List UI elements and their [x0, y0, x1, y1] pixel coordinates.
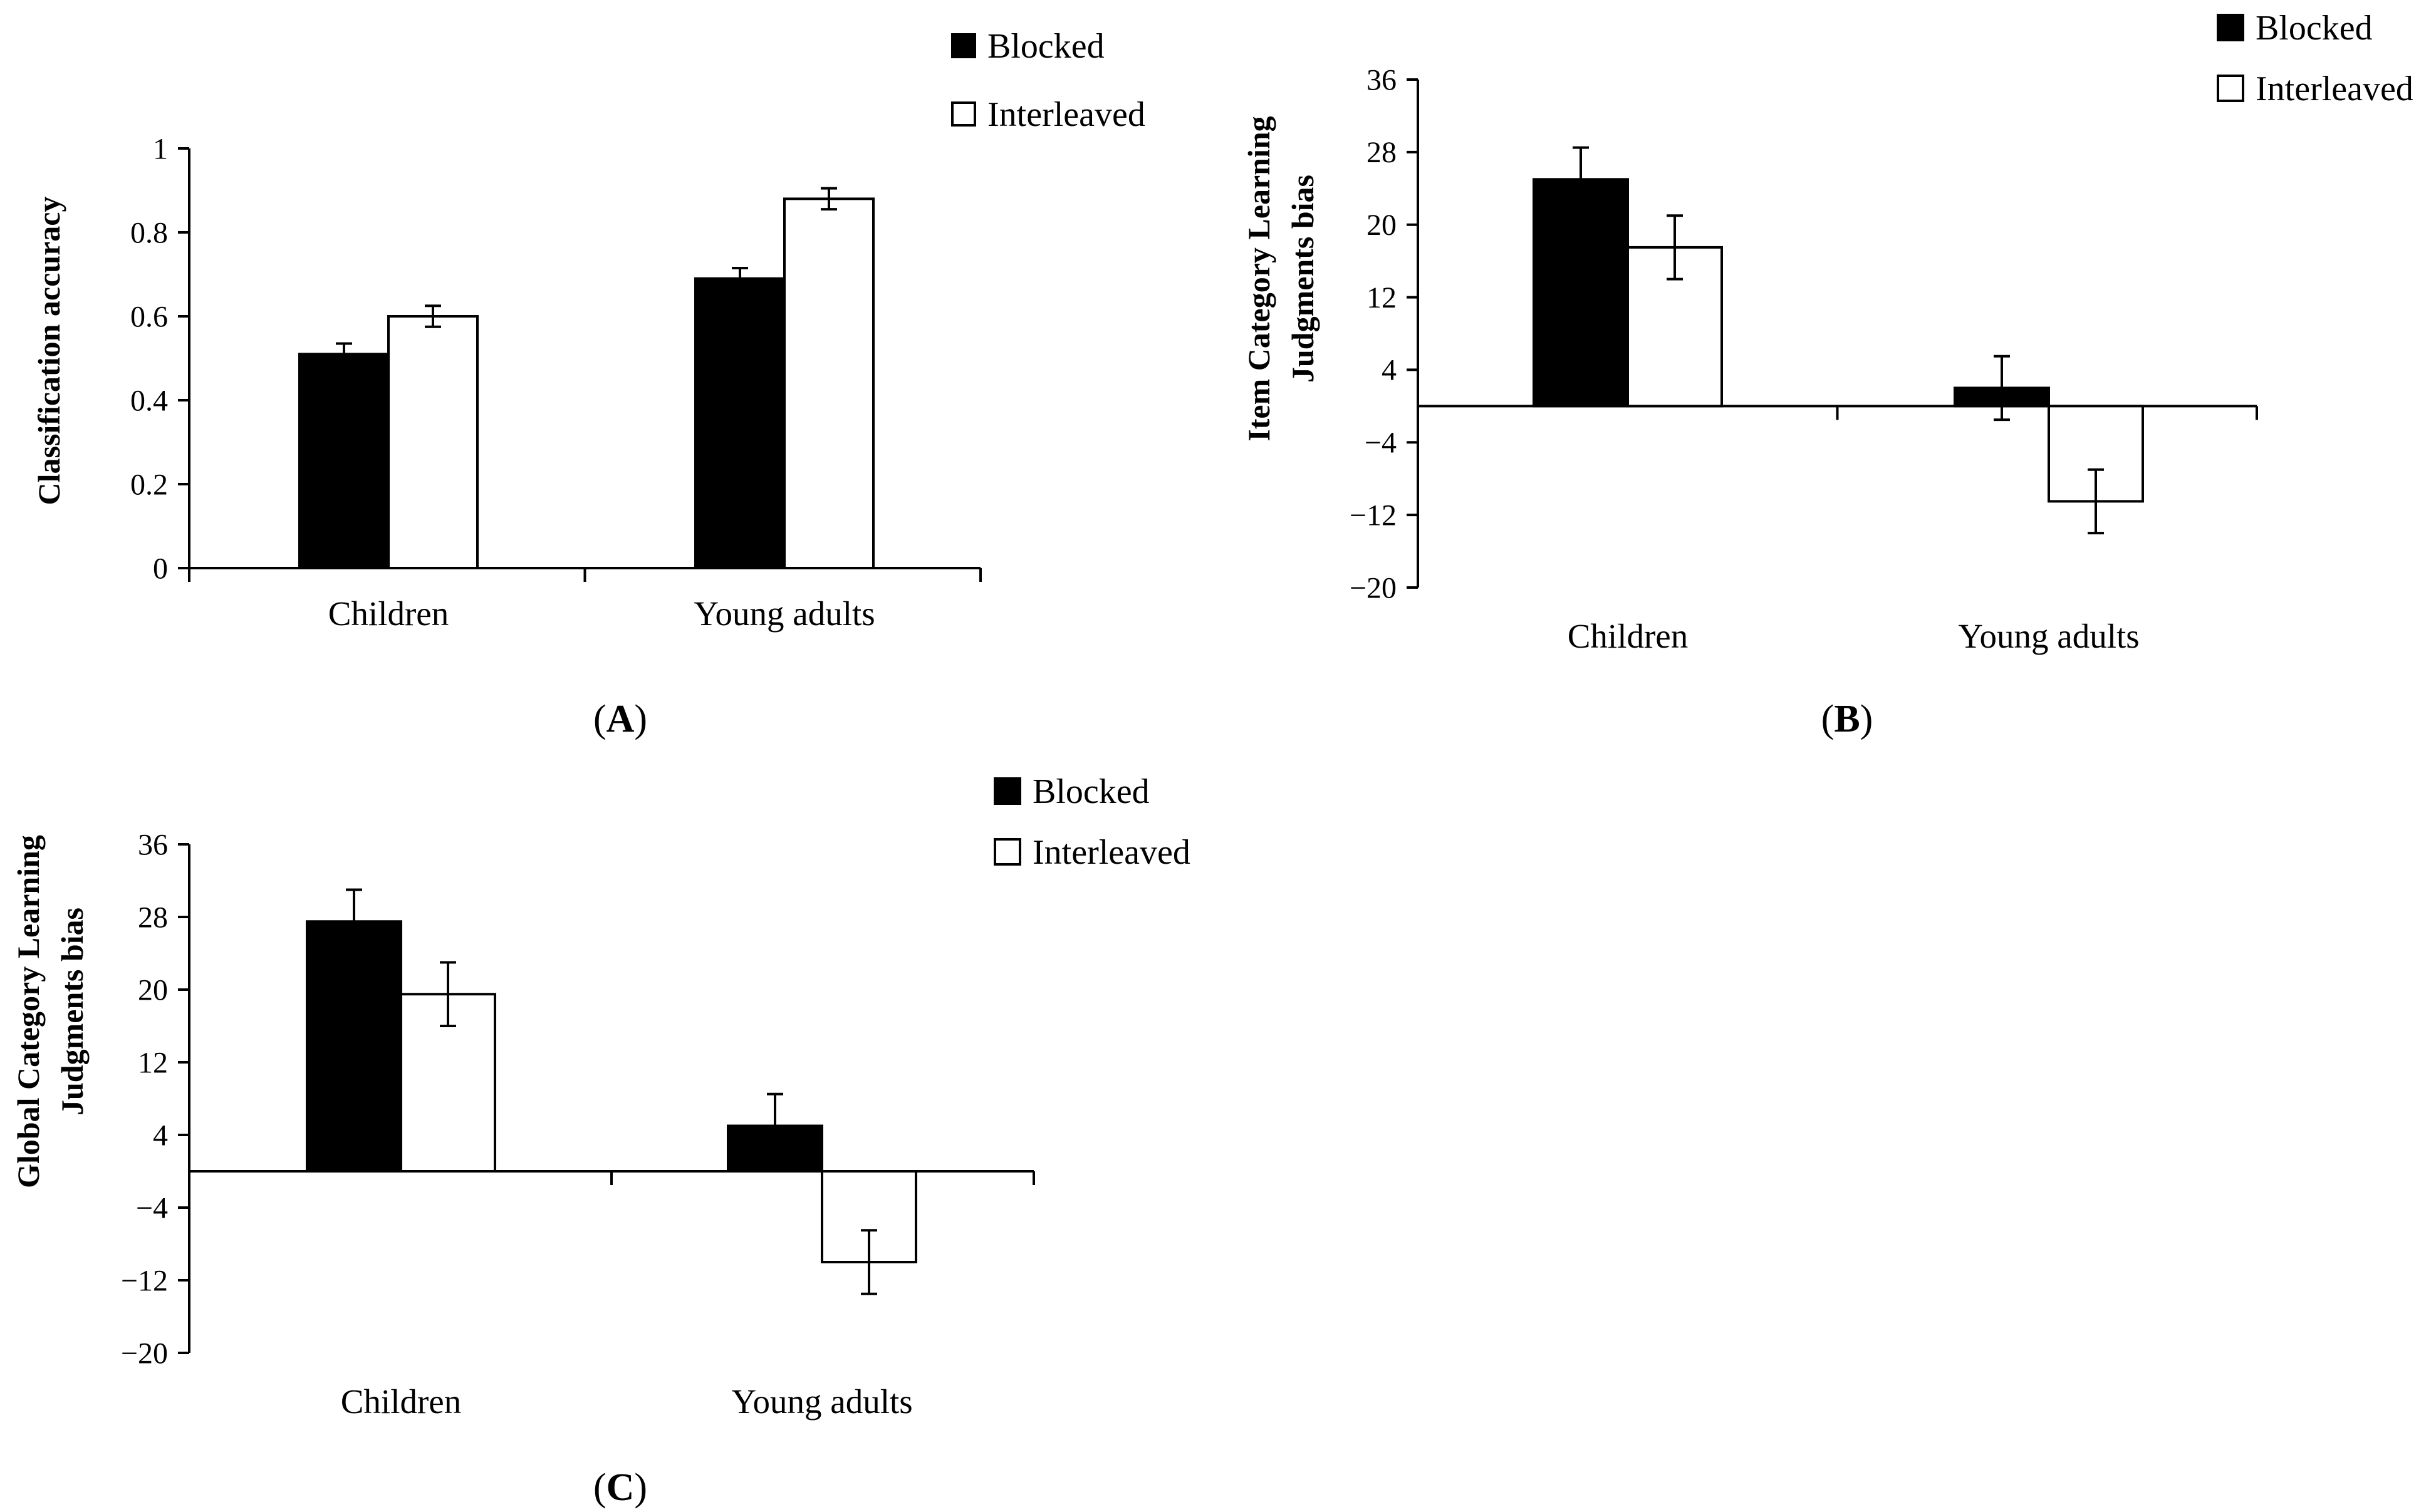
category-label: Children	[341, 1382, 461, 1421]
legend-label: Interleaved	[2256, 70, 2413, 108]
y-tick-label: 28	[138, 901, 168, 934]
y-tick-label: 12	[1366, 281, 1397, 314]
panel-label: (A)	[593, 698, 647, 740]
y-tick-label: 0.2	[130, 468, 168, 501]
category-label: Young adults	[694, 594, 875, 633]
chart-c: −20 −12 −4 4 12 20 28 36 Children Young adults Glo…	[11, 772, 1190, 1509]
y-axis-label: Global Category Learning	[11, 835, 46, 1188]
y-tick-label: −12	[1350, 499, 1397, 532]
legend-swatch-interleaved	[951, 101, 976, 127]
y-tick-label: −20	[1350, 571, 1397, 604]
panel-letter: A	[606, 698, 635, 740]
legend: Blocked Interleaved	[2217, 9, 2413, 108]
y-tick-label: 20	[138, 973, 168, 1007]
legend-swatch-blocked	[951, 33, 976, 58]
legend-swatch-interleaved	[2217, 75, 2244, 102]
y-tick-label: −20	[121, 1337, 168, 1370]
y-tick-label: −4	[136, 1191, 168, 1225]
bar-interleaved-children	[387, 315, 479, 569]
y-tick-label: −4	[1365, 427, 1397, 460]
panel-label: (C)	[593, 1466, 647, 1509]
bar-blocked-young-adults	[694, 277, 786, 569]
bar-blocked-children	[298, 353, 390, 569]
bar-blocked-children	[1533, 178, 1629, 408]
legend-label: Blocked	[2256, 9, 2373, 48]
y-tick-label: 12	[138, 1046, 168, 1079]
y-tick-label: 0.4	[130, 384, 168, 417]
y-tick-label: 0.8	[130, 216, 168, 249]
y-tick-label: −12	[121, 1264, 168, 1297]
category-label: Young adults	[731, 1382, 912, 1421]
y-tick-label: 36	[138, 828, 168, 861]
legend-label: Blocked	[1033, 772, 1150, 811]
chart-a: 0 0.2 0.4 0.6 0.8 1 Children Young adults Classi…	[31, 27, 1145, 740]
y-tick-label: 0.6	[130, 300, 168, 333]
chart-b: −20 −12 −4 4 12 20 28 36 Children Young adults Ite…	[1241, 9, 2413, 740]
y-tick-label: 20	[1366, 209, 1397, 242]
y-axis-label: Classification accuracy	[31, 197, 66, 505]
legend-label: Interleaved	[987, 95, 1145, 134]
legend: Blocked Interleaved	[994, 772, 1190, 872]
bar-blocked-children	[306, 920, 402, 1173]
legend-swatch-interleaved	[994, 838, 1021, 866]
y-axis-label: Judgments bias	[1285, 175, 1320, 383]
y-tick-label: 36	[1366, 63, 1397, 96]
y-tick-label: 28	[1366, 136, 1397, 169]
y-tick-label: 0	[153, 552, 168, 585]
legend: Blocked Interleaved	[951, 27, 1145, 134]
panel-letter: B	[1834, 698, 1860, 740]
legend-swatch-blocked	[2217, 14, 2244, 41]
bar-interleaved-young-adults	[783, 197, 875, 569]
category-label: Young adults	[1958, 617, 2139, 655]
y-tick-label: 4	[153, 1119, 168, 1152]
y-axis-label: Item Category Learning	[1241, 116, 1276, 441]
y-axis-label: Judgments bias	[55, 908, 90, 1116]
y-tick-label: 4	[1382, 354, 1397, 387]
legend-label: Blocked	[987, 27, 1105, 66]
legend-label: Interleaved	[1033, 833, 1190, 872]
y-tick-label: 1	[153, 132, 168, 165]
category-label: Children	[1568, 617, 1688, 655]
category-label: Children	[328, 594, 449, 633]
panel-letter: C	[606, 1466, 635, 1509]
panel-label: (B)	[1821, 698, 1873, 740]
legend-swatch-blocked	[994, 777, 1021, 805]
